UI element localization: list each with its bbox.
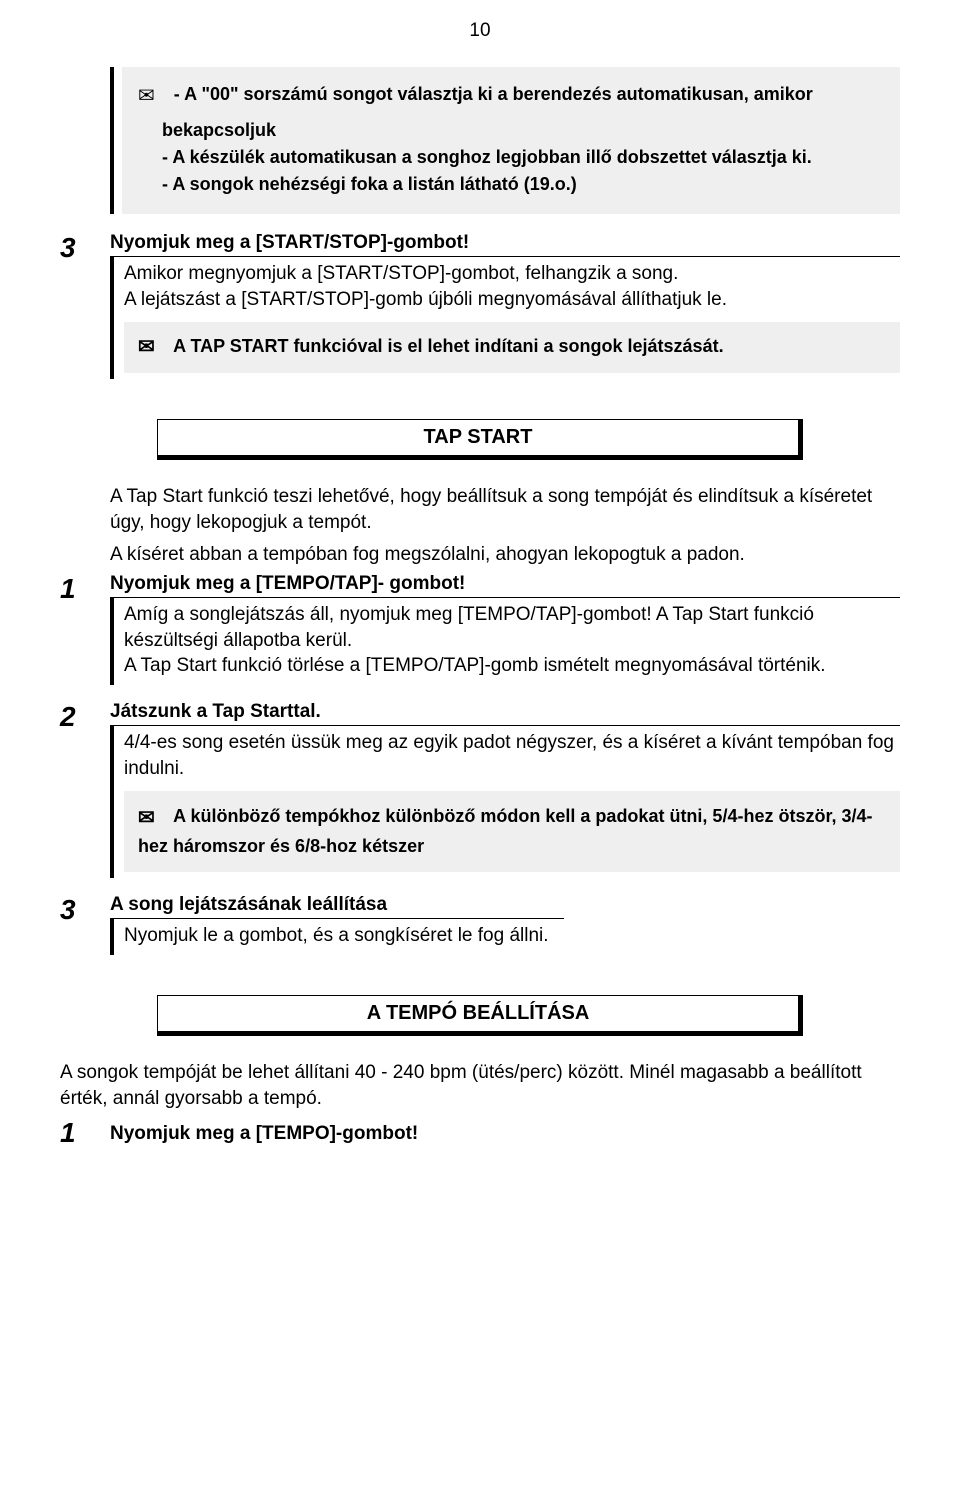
inline-note: ✉ A TAP START funkcióval is el lehet ind…	[124, 322, 900, 373]
document-page: 10 ✉ - A "00" sorszámú songot választja …	[0, 0, 960, 1187]
step-number: 3	[60, 894, 110, 924]
page-number: 10	[60, 20, 900, 42]
inline-note-text: A különböző tempókhoz különböző módon ke…	[138, 806, 872, 856]
envelope-icon: ✉	[138, 334, 155, 361]
step-desc: Nyomjuk le a gombot, és a songkíséret le…	[110, 918, 564, 955]
step-1b: 1 Nyomjuk meg a [TEMPO]-gombot!	[60, 1117, 900, 1147]
inline-note: ✉ A különböző tempókhoz különböző módon …	[124, 791, 900, 872]
note-line1b: bekapcsoljuk	[162, 117, 886, 144]
note-first-line: ✉ - A "00" sorszámú songot választja ki …	[138, 81, 886, 111]
envelope-icon: ✉	[138, 803, 155, 833]
step-title: Nyomjuk meg a [TEMPO/TAP]- gombot!	[110, 573, 900, 595]
step-desc-line2: A lejátszást a [START/STOP]-gomb újbóli …	[124, 287, 900, 313]
section-header-tapstart: TAP START	[157, 419, 803, 460]
note-bullet2: - A készülék automatikusan a songhoz leg…	[162, 144, 886, 171]
section-header-tempo: A TEMPÓ BEÁLLÍTÁSA	[157, 995, 803, 1036]
note-box: ✉ - A "00" sorszámú songot választja ki …	[122, 67, 900, 214]
step-desc: Amíg a songlejátszás áll, nyomjuk meg [T…	[110, 597, 900, 685]
intro-1: A Tap Start funkció teszi lehetővé, hogy…	[110, 484, 900, 535]
intro-2: A kíséret abban a tempóban fog megszólal…	[110, 542, 900, 568]
inline-note-text: A TAP START funkcióval is el lehet indít…	[173, 336, 723, 356]
step-desc-line1: Amíg a songlejátszás áll, nyomjuk meg [T…	[124, 602, 900, 653]
note-container: ✉ - A "00" sorszámú songot választja ki …	[110, 67, 900, 214]
step-title: Nyomjuk meg a [START/STOP]-gombot!	[110, 232, 900, 254]
step-1: 1 Nyomjuk meg a [TEMPO/TAP]- gombot! Amí…	[60, 573, 900, 685]
step-body: Nyomjuk meg a [TEMPO/TAP]- gombot! Amíg …	[110, 573, 900, 685]
step-title: Játszunk a Tap Starttal.	[110, 701, 900, 723]
step-body: A song lejátszásának leállítása Nyomjuk …	[110, 894, 900, 955]
step-desc: 4/4-es song esetén üssük meg az egyik pa…	[110, 725, 900, 878]
note-bullet3: - A songok nehézségi foka a listán látha…	[162, 171, 886, 198]
step-title: A song lejátszásának leállítása	[110, 894, 900, 916]
step-title: Nyomjuk meg a [TEMPO]-gombot!	[110, 1123, 900, 1145]
step-desc-line: Nyomjuk le a gombot, és a songkíséret le…	[124, 923, 564, 949]
step-number: 1	[60, 573, 110, 603]
step-3b: 3 A song lejátszásának leállítása Nyomju…	[60, 894, 900, 955]
step-body: Játszunk a Tap Starttal. 4/4-es song ese…	[110, 701, 900, 878]
step-number: 2	[60, 701, 110, 731]
step-body: Nyomjuk meg a [START/STOP]-gombot! Amiko…	[110, 232, 900, 379]
envelope-icon: ✉	[138, 81, 155, 111]
step-desc-line1: Amikor megnyomjuk a [START/STOP]-gombot,…	[124, 261, 900, 287]
note-text: - A "00" sorszámú songot választja ki a …	[174, 84, 813, 104]
step-3a: 3 Nyomjuk meg a [START/STOP]-gombot! Ami…	[60, 232, 900, 379]
step-number: 1	[60, 1117, 110, 1147]
step-desc-line2: A Tap Start funkció törlése a [TEMPO/TAP…	[124, 653, 900, 679]
step-2: 2 Játszunk a Tap Starttal. 4/4-es song e…	[60, 701, 900, 878]
note-block: ✉ - A "00" sorszámú songot választja ki …	[110, 67, 900, 214]
step-desc-line: 4/4-es song esetén üssük meg az egyik pa…	[124, 730, 900, 781]
step-number: 3	[60, 232, 110, 262]
step-body: Nyomjuk meg a [TEMPO]-gombot!	[110, 1117, 900, 1147]
tempo-intro: A songok tempóját be lehet állítani 40 -…	[60, 1060, 900, 1111]
step-desc: Amikor megnyomjuk a [START/STOP]-gombot,…	[110, 256, 900, 379]
